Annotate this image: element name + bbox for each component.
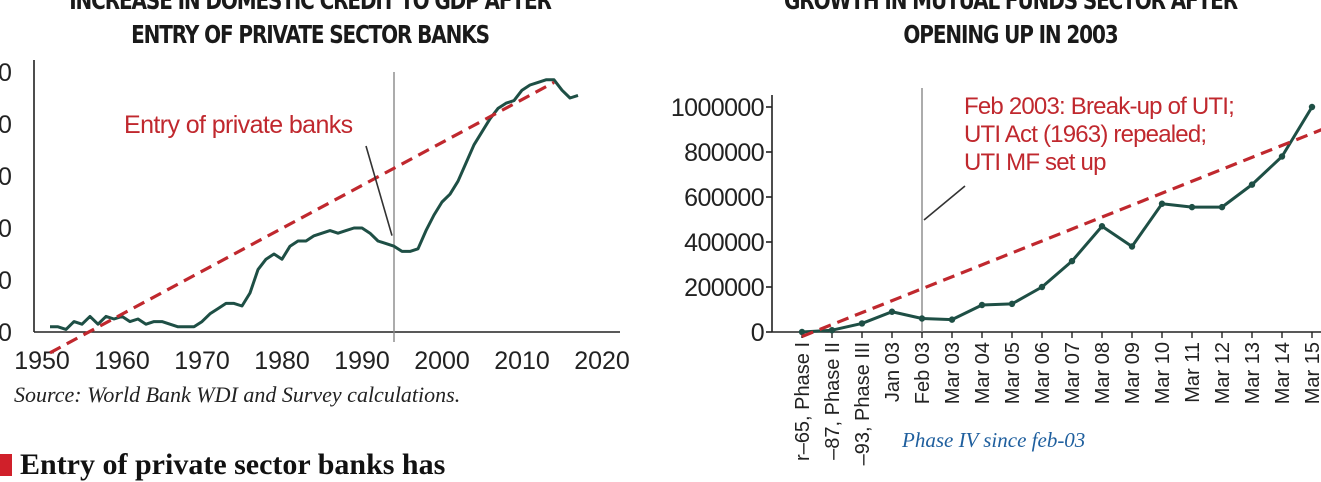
data-point	[1188, 203, 1196, 211]
data-point	[1308, 103, 1316, 111]
chart-title-right: GROWTH IN MUTUAL FUNDS SECTOR AFTER OPEN…	[762, 0, 1259, 52]
data-point	[798, 328, 806, 336]
phase-iv-caption: Phase IV since feb-03	[902, 428, 1086, 452]
x-tick-label: 1970	[174, 347, 230, 375]
x-tick-label: –93, Phase III	[852, 342, 874, 465]
x-tick-label: r–65, Phase I	[792, 342, 814, 461]
mutual-funds-line	[801, 106, 1314, 334]
article-headline: Entry of private sector banks has	[0, 448, 445, 482]
annotation-pointer	[365, 145, 393, 236]
x-tick-label: –87, Phase II	[822, 342, 844, 460]
x-tick-label: 1990	[334, 347, 390, 375]
x-tick-label: 2010	[494, 347, 550, 375]
data-point	[1278, 153, 1286, 160]
data-point	[1068, 257, 1076, 265]
x-tick-label: Mar 03	[942, 342, 964, 404]
trend-line	[801, 128, 1321, 338]
chart-title-left-line2: ENTRY OF PRIVATE SECTOR BANKS	[131, 20, 490, 49]
x-tick-label: Mar 07	[1062, 342, 1084, 404]
x-tick-label: 1950	[14, 347, 70, 375]
x-tick-label: Mar 04	[972, 342, 994, 404]
y-tick-label: 0	[0, 215, 12, 243]
x-tick-label: Mar 06	[1032, 342, 1054, 404]
chart-title-right-line1: GROWTH IN MUTUAL FUNDS SECTOR AFTER	[784, 0, 1238, 15]
y-tick-label: 800000	[684, 139, 764, 167]
data-point	[858, 320, 866, 327]
chart-title-left: INCREASE IN DOMESTIC CREDIT TO GDP AFTER…	[62, 0, 558, 52]
y-tick-label: 0	[0, 163, 12, 191]
y-tick-label: 0	[0, 319, 12, 347]
y-tick-label: 200000	[684, 274, 764, 302]
annotation-line: UTI Act (1963) repealed;	[964, 121, 1206, 148]
x-tick-label: Jan 03	[882, 342, 904, 402]
data-point	[1248, 181, 1256, 188]
x-tick-label: Mar 10	[1152, 342, 1174, 404]
data-point	[888, 308, 896, 315]
annotation-pointer	[923, 185, 966, 221]
data-point	[1158, 200, 1166, 207]
x-tick-label: 2020	[574, 347, 630, 375]
data-point	[918, 315, 926, 322]
annotation-label: Feb 2003: Break-up of UTI; UTI Act (1963)…	[964, 93, 1234, 176]
x-tick-label: Mar 13	[1242, 342, 1264, 404]
x-tick-label: Mar 15	[1302, 342, 1321, 404]
x-tick-label: Mar 05	[1002, 342, 1024, 404]
red-bullet-icon	[0, 454, 12, 476]
article-headline-text: Entry of private sector banks has	[20, 448, 446, 481]
x-tick-label: 1980	[254, 347, 310, 375]
y-tick-label: 0	[0, 111, 12, 139]
y-tick-label: 0	[0, 59, 12, 87]
data-point	[1008, 300, 1016, 308]
y-tick-label: 400000	[684, 229, 764, 257]
x-tick-label: Feb 03	[912, 342, 934, 404]
annotation-label: Entry of private banks	[124, 111, 353, 139]
chart-title-left-line1: INCREASE IN DOMESTIC CREDIT TO GDP AFTER	[69, 0, 552, 15]
data-point	[1098, 223, 1106, 230]
chart-title-right-line2: OPENING UP IN 2003	[903, 20, 1118, 49]
data-point	[1218, 203, 1226, 211]
data-point	[828, 327, 836, 334]
annotation-line: Feb 2003: Break-up of UTI;	[964, 93, 1234, 120]
annotation-line: UTI MF set up	[964, 149, 1106, 176]
x-tick-label: Mar 12	[1212, 342, 1234, 404]
trend-line	[49, 80, 555, 355]
y-tick-label: 600000	[684, 184, 764, 212]
x-tick-label: Mar 14	[1272, 342, 1294, 404]
data-point	[1038, 283, 1046, 291]
data-point	[948, 316, 956, 323]
y-tick-label: 0	[0, 267, 12, 295]
x-tick-label: 2000	[414, 347, 470, 375]
data-point	[978, 301, 986, 309]
source-note: Source: World Bank WDI and Survey calcul…	[14, 382, 461, 407]
data-point	[1128, 243, 1136, 250]
x-tick-label: Mar 11	[1182, 342, 1204, 403]
x-tick-label: Mar 09	[1122, 342, 1144, 404]
x-tick-label: 1960	[94, 347, 150, 375]
y-tick-label: 0	[751, 319, 764, 347]
x-tick-label: Mar 08	[1092, 342, 1114, 404]
y-tick-label: 1000000	[671, 94, 764, 122]
credit-gdp-line	[50, 78, 579, 331]
